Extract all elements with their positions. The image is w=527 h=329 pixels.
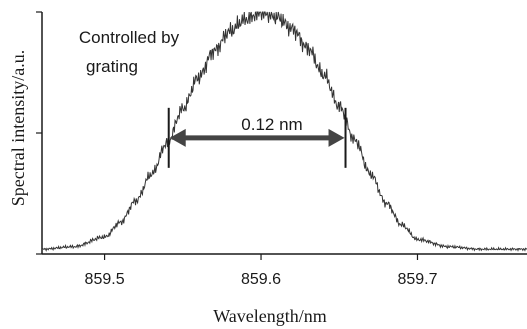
x-tick-label: 859.6: [241, 271, 281, 288]
spectrum-line: [41, 11, 527, 252]
fwhm-marker: [167, 107, 347, 168]
x-tick-label: 859.5: [85, 271, 125, 288]
ticks: 859.5 859.6 859.7: [36, 11, 438, 288]
x-axis-title: Wavelength/nm: [213, 306, 327, 326]
fwhm-label: 0.12 nm: [241, 115, 302, 134]
annotation-controlled-line2: grating: [86, 57, 138, 76]
fwhm-arrowhead-right: [328, 128, 345, 147]
y-axis-title: Spectral intensity/a.u.: [8, 50, 28, 206]
fwhm-arrowhead-left: [169, 128, 186, 147]
x-tick-label: 859.7: [397, 271, 437, 288]
annotation-controlled-line1: Controlled by: [79, 28, 180, 47]
